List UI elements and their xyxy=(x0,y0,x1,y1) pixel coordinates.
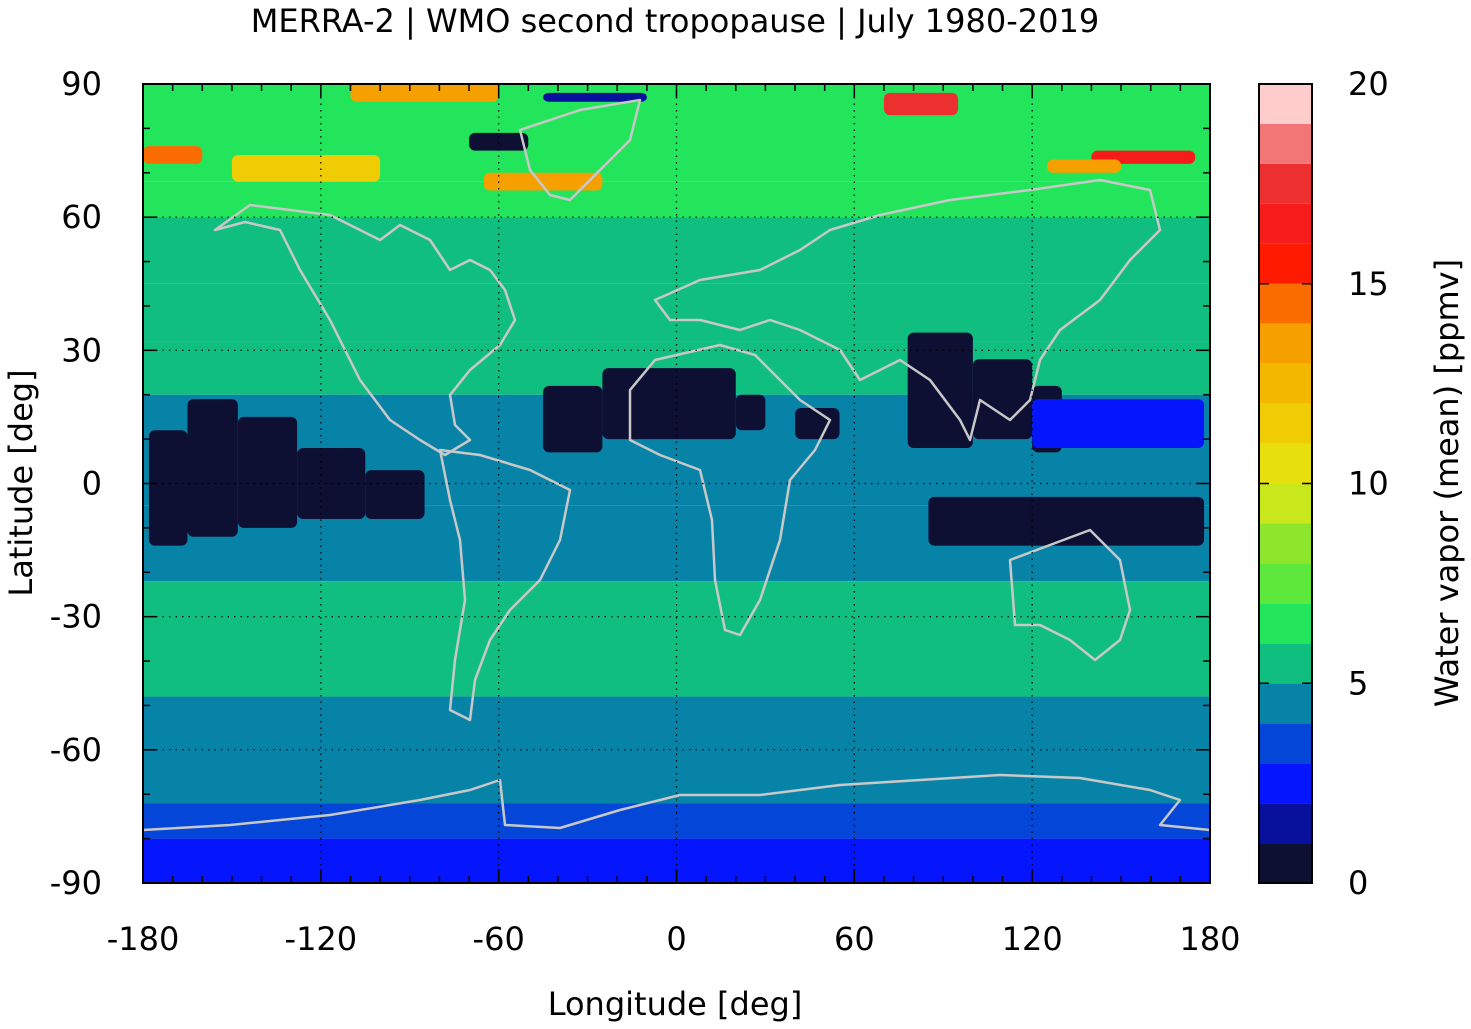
colorbar-swatch xyxy=(1259,403,1312,444)
region-cell xyxy=(469,132,529,151)
zonal-band xyxy=(143,181,1210,218)
region-cell xyxy=(972,359,1033,440)
region-cell xyxy=(907,332,973,448)
y-tick-label: -30 xyxy=(50,598,102,636)
region-cell xyxy=(237,416,298,528)
colorbar-swatch xyxy=(1259,523,1312,564)
region-cell xyxy=(365,470,425,520)
region-cell xyxy=(143,146,203,164)
regions xyxy=(143,84,1205,546)
colorbar-swatch xyxy=(1259,763,1312,804)
colorbar-swatch xyxy=(1259,483,1312,524)
colorbar xyxy=(1259,84,1312,883)
colorbar-tick-label: 15 xyxy=(1348,265,1389,303)
colorbar-tick-label: 20 xyxy=(1348,65,1389,103)
plot-area xyxy=(143,84,1210,883)
x-tick-label: -120 xyxy=(285,920,358,958)
grid xyxy=(143,84,1210,883)
region-cell xyxy=(297,447,366,520)
colorbar-swatch xyxy=(1259,723,1312,764)
colorbar-swatch xyxy=(1259,803,1312,844)
coastline-antarctica xyxy=(143,773,1210,832)
colorbar-swatch xyxy=(1259,283,1312,324)
chart-title: MERRA-2 | WMO second tropopause | July 1… xyxy=(251,2,1099,40)
x-tick-label: 60 xyxy=(834,920,875,958)
x-axis: -180 -120 -60 0 60 120 180 xyxy=(107,84,1241,958)
colorbar-swatch xyxy=(1259,123,1312,164)
region-cell xyxy=(350,84,499,102)
colorbar-swatch xyxy=(1259,84,1312,124)
y-tick-label: 0 xyxy=(82,465,102,503)
region-cell xyxy=(483,172,603,191)
region-cell xyxy=(1032,399,1205,448)
x-tick-label: 120 xyxy=(1002,920,1063,958)
colorbar-tick-label: 5 xyxy=(1348,664,1368,702)
colorbar-swatch xyxy=(1259,603,1312,644)
region-cell xyxy=(602,368,736,440)
coastline-africa xyxy=(628,343,832,637)
colorbar-swatch xyxy=(1259,643,1312,684)
colorbar-swatch xyxy=(1259,843,1312,883)
region-cell xyxy=(795,408,840,440)
region-cell xyxy=(1046,159,1122,173)
y-tick-label: -60 xyxy=(50,731,102,769)
region-cell xyxy=(883,92,959,116)
region-cell xyxy=(735,394,766,431)
colorbar-tick-label: 0 xyxy=(1348,864,1368,902)
colorbar-swatch xyxy=(1259,443,1312,484)
colorbar-label: Water vapor (mean) [ppmv] xyxy=(1428,259,1466,707)
x-tick-label: -180 xyxy=(107,920,180,958)
region-cell xyxy=(231,155,381,182)
colorbar-swatch xyxy=(1259,323,1312,364)
coastline-south-america xyxy=(438,448,572,722)
x-axis-label: Longitude [deg] xyxy=(548,985,803,1023)
y-axis: 90 60 30 0 -30 -60 -90 xyxy=(50,65,1210,902)
y-tick-label: 30 xyxy=(61,331,102,369)
region-cell xyxy=(928,496,1205,546)
region-cell xyxy=(543,385,603,453)
y-tick-label: -90 xyxy=(50,864,102,902)
coastline-greenland xyxy=(518,98,642,202)
y-tick-label: 60 xyxy=(61,198,102,236)
colorbar-ticks: 0 5 10 15 20 xyxy=(1259,65,1389,902)
region-cell xyxy=(543,92,647,102)
colorbar-swatch xyxy=(1259,683,1312,724)
y-axis-label: Latitude [deg] xyxy=(2,369,40,596)
zonal-band xyxy=(143,803,1210,839)
colorbar-swatch xyxy=(1259,163,1312,204)
colorbar-tick-label: 10 xyxy=(1348,465,1389,503)
colorbar-swatch xyxy=(1259,243,1312,284)
colorbar-swatch xyxy=(1259,563,1312,604)
coastline-north-america xyxy=(213,203,517,457)
x-tick-label: 180 xyxy=(1179,920,1240,958)
y-tick-label: 90 xyxy=(61,65,102,103)
colorbar-swatch xyxy=(1259,203,1312,244)
region-cell xyxy=(187,399,238,537)
colorbar-swatch xyxy=(1259,363,1312,404)
zonal-band xyxy=(143,581,1210,697)
x-tick-label: -60 xyxy=(473,920,525,958)
region-cell xyxy=(148,430,188,546)
x-tick-label: 0 xyxy=(666,920,686,958)
